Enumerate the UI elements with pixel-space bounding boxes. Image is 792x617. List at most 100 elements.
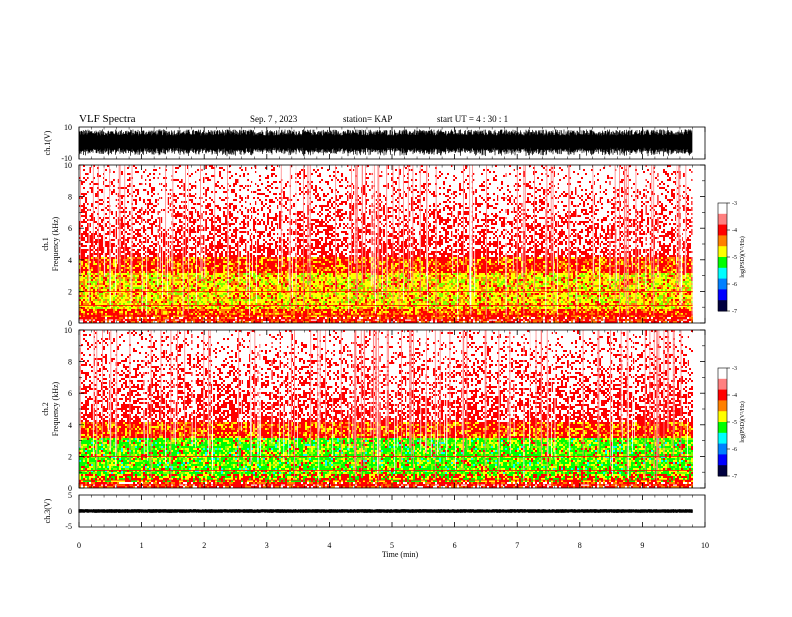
spectrogram-cell: [671, 171, 673, 173]
spectrogram-cell: [175, 179, 177, 181]
spectrogram-cell: [603, 177, 605, 179]
spectrogram-cell: [225, 165, 227, 167]
spectrogram-cell: [91, 175, 93, 177]
spectrogram-cell: [363, 173, 365, 175]
spectrogram-cell: [501, 187, 503, 189]
spectrogram-cell: [559, 185, 561, 187]
spectrogram-cell: [175, 165, 177, 167]
spectrogram-cell: [667, 179, 669, 181]
spectrogram-cell: [91, 169, 93, 171]
spectrogram-cell: [489, 181, 491, 183]
spectrogram-cell: [269, 193, 271, 195]
spectrogram-cell: [633, 165, 635, 167]
spectrogram-cell: [223, 187, 225, 189]
spectrogram-cell: [133, 177, 135, 179]
spectrogram-cell: [431, 183, 433, 185]
spectrogram-cell: [319, 165, 321, 167]
spectrogram-cell: [369, 171, 371, 173]
spectrogram-cell: [325, 195, 327, 197]
spectrogram-cell: [415, 169, 417, 171]
spectrogram-cell: [445, 177, 447, 179]
spectrogram-cell: [137, 167, 139, 169]
spectrogram-cell: [79, 181, 81, 183]
spectrogram-cell: [503, 165, 505, 167]
spectrogram-cell: [633, 183, 635, 185]
spectrogram-cell: [591, 169, 593, 171]
spectrogram-cell: [501, 189, 503, 191]
spectrogram-cell: [137, 169, 139, 171]
spectrogram-cell: [617, 173, 619, 175]
spectrogram-cell: [325, 167, 327, 169]
spectrogram-cell: [517, 167, 519, 169]
spectrogram-cell: [439, 181, 441, 183]
spectrogram-cell: [463, 193, 465, 195]
spectrogram-cell: [275, 173, 277, 175]
spectrogram-cell: [147, 169, 149, 171]
spectrogram-cell: [607, 187, 609, 189]
spectrogram-cell: [107, 165, 109, 167]
spectrogram-cell: [513, 177, 515, 179]
spectrogram-cell: [85, 181, 87, 183]
spectrogram-cell: [399, 173, 401, 175]
spectrogram-cell: [389, 177, 391, 179]
spectrogram-cell: [687, 179, 689, 181]
spectrogram-cell: [585, 185, 587, 187]
spectrogram-cell: [399, 165, 401, 167]
spectrogram-cell: [379, 165, 381, 167]
spectrogram-cell: [677, 165, 679, 167]
spectrogram-cell: [177, 191, 179, 193]
spectrogram-cell: [643, 171, 645, 173]
spectrogram-cell: [421, 173, 423, 175]
spectrogram-cell: [219, 191, 221, 193]
spectrogram-cell: [439, 167, 441, 169]
spectrogram-cell: [541, 179, 543, 181]
spectrogram-cell: [115, 177, 117, 179]
spectrogram-cell: [421, 183, 423, 185]
spectrogram-cell: [619, 191, 621, 193]
spectrogram-cell: [87, 177, 89, 179]
spectrogram-cell: [597, 179, 599, 181]
spectrogram-cell: [477, 173, 479, 175]
spectrogram-cell: [233, 177, 235, 179]
spectrogram-cell: [339, 167, 341, 169]
spectrogram-cell: [235, 187, 237, 189]
spectrogram-cell: [85, 169, 87, 171]
spectrogram-cell: [525, 181, 527, 183]
spectrogram-cell: [479, 195, 481, 197]
spectrogram-cell: [163, 181, 165, 183]
spectrogram-cell: [579, 181, 581, 183]
spectrogram-cell: [637, 189, 639, 191]
spectrogram-cell: [351, 171, 353, 173]
spectrogram-cell: [163, 189, 165, 191]
spectrogram-cell: [175, 173, 177, 175]
spectrogram-cell: [581, 177, 583, 179]
spectrogram-cell: [223, 185, 225, 187]
spectrogram-cell: [595, 169, 597, 171]
spectrogram-cell: [155, 175, 157, 177]
spectrogram-cell: [269, 185, 271, 187]
spectrogram-cell: [351, 185, 353, 187]
spectrogram-cell: [661, 195, 663, 197]
spectrogram-cell: [605, 173, 607, 175]
spectrogram-cell: [341, 169, 343, 171]
spectrogram-cell: [183, 191, 185, 193]
spectrogram-cell: [543, 167, 545, 169]
spectrogram-cell: [135, 193, 137, 195]
spectrogram-cell: [641, 187, 643, 189]
spectrogram-cell: [161, 191, 163, 193]
spectrogram-cell: [581, 191, 583, 193]
spectrogram-cell: [81, 197, 83, 199]
spectrogram-cell: [211, 181, 213, 183]
spectrogram-cell: [363, 175, 365, 177]
spectrogram-cell: [213, 187, 215, 189]
spectrogram-cell: [343, 167, 345, 169]
spectrogram-cell: [525, 173, 527, 175]
spectrogram-cell: [195, 191, 197, 193]
spectrogram-cell: [607, 181, 609, 183]
spectrogram-cell: [127, 193, 129, 195]
spectrogram-cell: [689, 181, 691, 183]
spectrogram-cell: [549, 193, 551, 195]
spectrogram-cell: [311, 165, 313, 167]
spectrogram-cell: [555, 179, 557, 181]
spectrogram-cell: [111, 165, 113, 167]
